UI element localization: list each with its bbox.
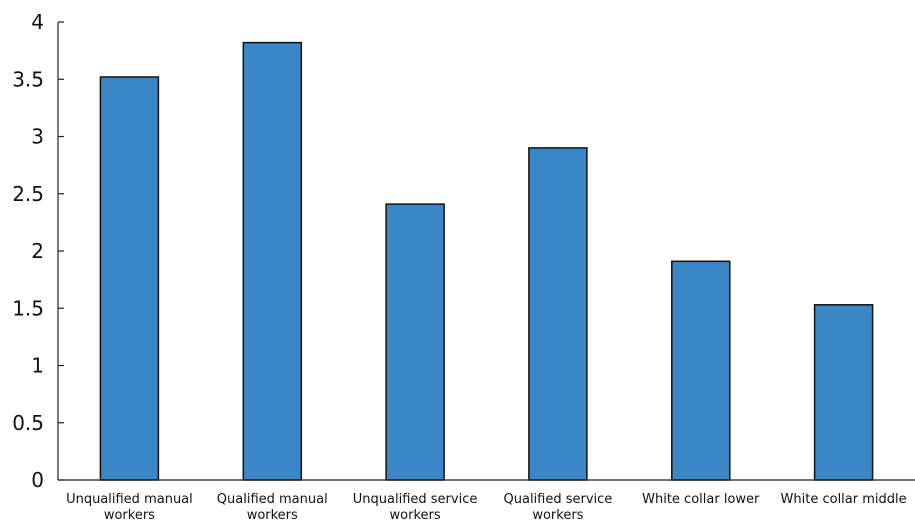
y-tick-label-2: 1 — [31, 354, 44, 378]
y-tick-label-5: 2.5 — [12, 182, 44, 206]
bar-3 — [528, 147, 588, 481]
x-tick-label-3: Qualified service workers — [504, 492, 613, 523]
y-tick-label-6: 3 — [31, 125, 44, 149]
y-tick-label-1: 0.5 — [12, 411, 44, 435]
x-tick-label-line: Qualified manual — [217, 492, 328, 507]
x-tick-label-line: Qualified service — [504, 492, 613, 507]
x-tick-label-line: workers — [390, 508, 441, 523]
x-tick-label-line: workers — [532, 508, 583, 523]
y-tick-label-7: 3.5 — [12, 67, 44, 91]
bar-0 — [99, 76, 160, 481]
bar-2 — [385, 203, 445, 481]
x-tick-label-line: Unqualified service — [353, 492, 478, 507]
bar-5 — [813, 304, 874, 481]
x-tick-label-line: workers — [247, 508, 298, 523]
y-tick-label-8: 4 — [31, 10, 44, 34]
x-tick-label-line: Unqualified manual — [66, 492, 193, 507]
bar-1 — [242, 41, 303, 481]
x-tick-label-1: Qualified manual workers — [217, 492, 328, 523]
y-axis: 0 0.5 1 1.5 2 2.5 3 3.5 4 — [12, 10, 64, 492]
x-tick-label-line: White collar middle — [781, 492, 907, 507]
y-tick-label-0: 0 — [31, 468, 44, 492]
x-tick-label-line: White collar lower — [642, 492, 760, 507]
bar-4 — [671, 260, 731, 481]
x-tick-label-5: White collar middle — [781, 492, 907, 507]
bars-group — [99, 41, 874, 481]
y-tick-label-4: 2 — [31, 239, 44, 263]
x-tick-label-0: Unqualified manual workers — [66, 492, 193, 523]
x-tick-label-4: White collar lower — [642, 492, 760, 507]
x-tick-label-line: workers — [104, 508, 155, 523]
y-tick-label-3: 1.5 — [12, 296, 44, 320]
x-tick-label-2: Unqualified service workers — [353, 492, 478, 523]
